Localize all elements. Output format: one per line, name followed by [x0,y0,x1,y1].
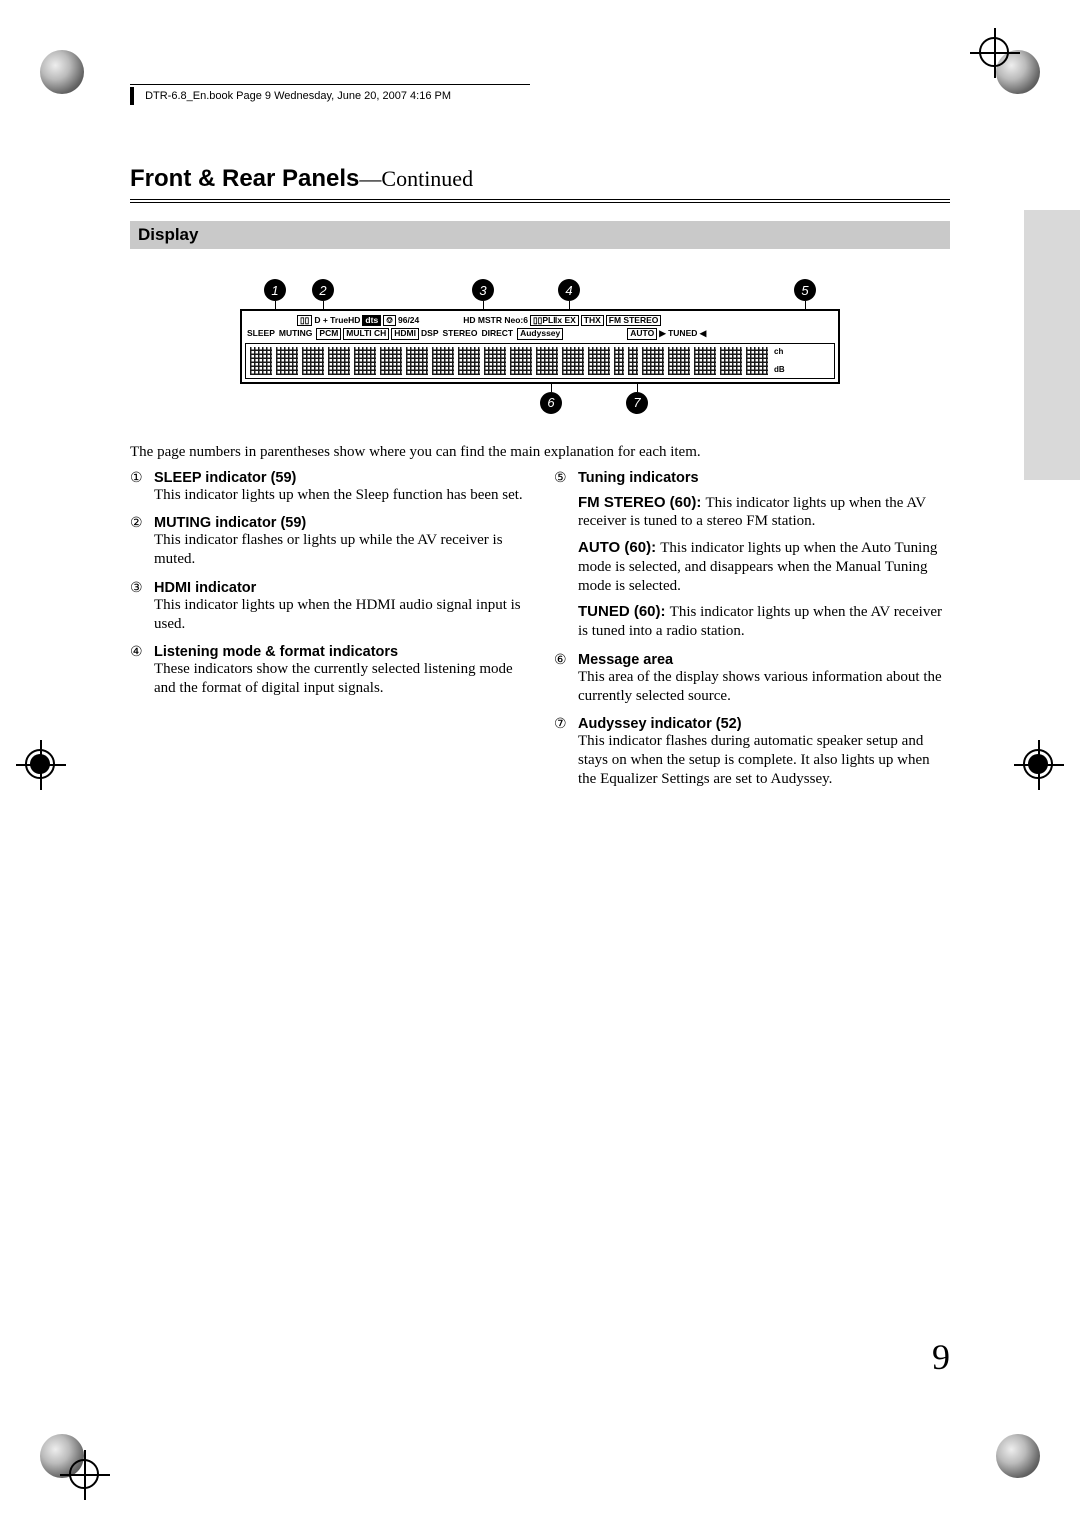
callout-3: 3 [472,279,494,301]
page-content: Front & Rear Panels—Continued Display 1 2… [130,165,950,799]
item: ⑤Tuning indicatorsFM STEREO (60): This i… [554,469,950,641]
callout-2: 2 [312,279,334,301]
callout-row-bottom: 67 [240,390,840,416]
right-column: ⑤Tuning indicatorsFM STEREO (60): This i… [554,469,950,799]
register-mark-right [1014,740,1064,790]
callout-row-top: 1 2 3 4 5 [240,279,840,305]
display-heading: Display [130,221,950,249]
callout-6: 6 [540,392,562,414]
corner-mark-br [996,1434,1040,1478]
register-mark-left [16,740,66,790]
item: ③HDMI indicatorThis indicator lights up … [130,579,526,634]
register-mark-bottom [60,1450,110,1500]
intro-text: The page numbers in parentheses show whe… [130,444,950,461]
corner-mark-tl [40,50,84,94]
register-mark-top [970,28,1020,78]
lcd-panel: ▯▯D + TrueHDdts⎊96/24HD MSTR Neo:6▯▯PLⅡx… [240,309,840,384]
item: ④Listening mode & format indicatorsThese… [130,643,526,698]
print-header: DTR-6.8_En.book Page 9 Wednesday, June 2… [130,84,530,105]
side-tab [1024,210,1080,480]
item: ⑥Message areaThis area of the display sh… [554,651,950,706]
lcd-row-2: SLEEP MUTING PCMMULTI CHHDMIDSP STEREO D… [245,327,835,340]
callout-5: 5 [794,279,816,301]
columns: ①SLEEP indicator (59)This indicator ligh… [130,469,950,799]
callout-4: 4 [558,279,580,301]
callout-1: 1 [264,279,286,301]
section-title: Front & Rear Panels—Continued [130,165,950,203]
lcd-segment-area: chdB [245,343,835,379]
left-column: ①SLEEP indicator (59)This indicator ligh… [130,469,526,799]
display-diagram: 1 2 3 4 5 ▯▯D + TrueHDdts⎊96/24HD MSTR Neo:6… [240,279,840,416]
lcd-row-1: ▯▯D + TrueHDdts⎊96/24HD MSTR Neo:6▯▯PLⅡx… [245,314,835,327]
section-title-cont: —Continued [359,166,473,191]
item: ②MUTING indicator (59)This indicator fla… [130,514,526,569]
page-number: 9 [932,1336,950,1378]
section-title-bold: Front & Rear Panels [130,165,359,192]
item: ①SLEEP indicator (59)This indicator ligh… [130,469,526,505]
callout-7: 7 [626,392,648,414]
print-header-text: DTR-6.8_En.book Page 9 Wednesday, June 2… [145,90,451,102]
item: ⑦Audyssey indicator (52)This indicator f… [554,715,950,788]
